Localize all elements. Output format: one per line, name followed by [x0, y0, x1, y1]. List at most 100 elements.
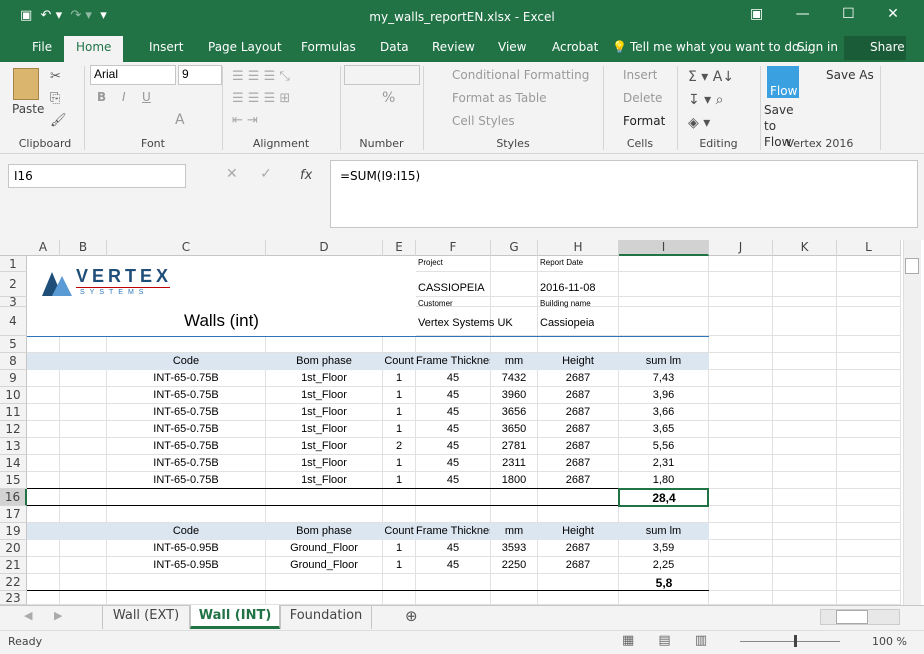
- table-cell[interactable]: INT-65-0.75B: [153, 372, 219, 384]
- ribbon-label[interactable]: %: [382, 90, 396, 106]
- selected-cell[interactable]: [618, 488, 709, 507]
- table-cell[interactable]: 2687: [565, 423, 591, 435]
- ribbon-label[interactable]: A: [175, 112, 185, 128]
- column-header[interactable]: K: [773, 240, 837, 256]
- row-header[interactable]: 19: [0, 523, 27, 540]
- ribbon-tab[interactable]: Data: [380, 40, 409, 54]
- column-header[interactable]: I: [619, 240, 709, 256]
- name-box[interactable]: [8, 164, 186, 188]
- table-cell[interactable]: INT-65-0.75B: [153, 423, 219, 435]
- table-cell[interactable]: 2,31: [652, 457, 675, 469]
- table-cell[interactable]: 2,25: [652, 559, 675, 571]
- share-text[interactable]: Share: [870, 40, 905, 54]
- column-header[interactable]: B: [60, 240, 107, 256]
- ribbon-tab[interactable]: Page Layout: [208, 40, 282, 54]
- row-header[interactable]: 15: [0, 472, 27, 489]
- ribbon-label[interactable]: Delete: [623, 91, 663, 105]
- ribbon-label[interactable]: B: [97, 90, 107, 104]
- row-header[interactable]: 1: [0, 256, 27, 272]
- ribbon-label[interactable]: U: [142, 90, 151, 104]
- row-header[interactable]: 8: [0, 353, 27, 370]
- table-cell[interactable]: INT-65-0.75B: [153, 440, 219, 452]
- ribbon-label[interactable]: I: [122, 90, 126, 104]
- table-cell[interactable]: 2687: [565, 542, 591, 554]
- ribbon-tab[interactable]: Review: [432, 40, 475, 54]
- table-cell[interactable]: 2311: [502, 457, 526, 469]
- ribbon-label[interactable]: I16: [14, 169, 33, 183]
- table-cell[interactable]: 1st_Floor: [301, 474, 347, 486]
- table-cell[interactable]: 2687: [565, 457, 591, 469]
- table-cell[interactable]: 45: [446, 423, 460, 435]
- row-header[interactable]: 13: [0, 438, 27, 455]
- table-cell[interactable]: INT-65-0.95B: [153, 559, 219, 571]
- ribbon-label[interactable]: Arial: [94, 67, 119, 81]
- table-cell[interactable]: 1800: [501, 474, 527, 486]
- table-cell[interactable]: INT-65-0.75B: [153, 389, 219, 401]
- column-header[interactable]: C: [107, 240, 266, 256]
- table-cell[interactable]: 2687: [565, 559, 591, 571]
- ribbon-tab[interactable]: Acrobat: [552, 40, 599, 54]
- column-header[interactable]: F: [416, 240, 491, 256]
- column-header[interactable]: E: [383, 240, 416, 256]
- column-header[interactable]: J: [709, 240, 773, 256]
- add-sheet[interactable]: ⊕: [405, 607, 418, 625]
- sheet-tab[interactable]: Wall (INT): [190, 605, 280, 629]
- row-header[interactable]: 21: [0, 557, 27, 574]
- row-header[interactable]: 4: [0, 307, 27, 336]
- v-thumb[interactable]: [905, 258, 919, 274]
- table-cell[interactable]: 1st_Floor: [301, 406, 347, 418]
- row-header[interactable]: 22: [0, 574, 27, 591]
- column-header[interactable]: A: [27, 240, 60, 256]
- ribbon-label[interactable]: Conditional Formatting: [452, 68, 590, 82]
- table-cell[interactable]: INT-65-0.95B: [153, 542, 219, 554]
- tell-me-text[interactable]: Tell me what you want to do...: [630, 40, 811, 54]
- table-cell[interactable]: 2687: [565, 389, 591, 401]
- ribbon-label[interactable]: Paste: [12, 102, 45, 116]
- row-header[interactable]: 20: [0, 540, 27, 557]
- table-cell[interactable]: 1: [395, 406, 403, 418]
- table-cell[interactable]: 45: [446, 559, 460, 571]
- ribbon-tab[interactable]: Insert: [149, 40, 184, 54]
- table-cell[interactable]: INT-65-0.75B: [153, 406, 219, 418]
- ribbon-tab[interactable]: Home: [64, 36, 124, 62]
- table-cell[interactable]: 3,66: [652, 406, 675, 418]
- table-cell[interactable]: INT-65-0.75B: [153, 457, 219, 469]
- table-cell[interactable]: 2687: [565, 372, 591, 384]
- row-header[interactable]: 11: [0, 404, 27, 421]
- row-header[interactable]: 23: [0, 591, 27, 605]
- table-cell[interactable]: 5,56: [652, 440, 675, 452]
- table-cell[interactable]: 3,96: [652, 389, 675, 401]
- font-box[interactable]: [90, 65, 176, 85]
- table-cell[interactable]: 45: [446, 457, 460, 469]
- sign-in[interactable]: Sign in: [797, 40, 838, 54]
- ribbon-label[interactable]: Cell Styles: [452, 114, 515, 128]
- table-cell[interactable]: 1: [395, 559, 403, 571]
- table-cell[interactable]: 3650: [501, 423, 527, 435]
- share-btn[interactable]: [844, 36, 906, 60]
- table-cell[interactable]: Ground_Floor: [290, 542, 358, 554]
- row-header[interactable]: 12: [0, 421, 27, 438]
- h-thumb[interactable]: [836, 610, 868, 624]
- ribbon-label[interactable]: =SUM(I9:I15): [340, 169, 421, 183]
- row-header[interactable]: 16: [0, 489, 27, 506]
- column-header[interactable]: H: [538, 240, 619, 256]
- table-cell[interactable]: 1: [395, 542, 403, 554]
- table-cell[interactable]: Ground_Floor: [290, 559, 358, 571]
- row-header[interactable]: 17: [0, 506, 27, 523]
- ribbon-tab[interactable]: Formulas: [301, 40, 356, 54]
- row-header[interactable]: 2: [0, 272, 27, 297]
- ribbon-label[interactable]: 9: [182, 67, 189, 81]
- row-header[interactable]: 3: [0, 297, 27, 307]
- table-cell[interactable]: 1,80: [652, 474, 675, 486]
- table-cell[interactable]: 1st_Floor: [301, 440, 347, 452]
- table-cell[interactable]: 3593: [501, 542, 527, 554]
- table-cell[interactable]: 45: [446, 474, 460, 486]
- table-cell[interactable]: 1: [395, 474, 403, 486]
- total-cell[interactable]: 5,8: [655, 576, 673, 590]
- ribbon-label[interactable]: Insert: [623, 68, 658, 82]
- size-box[interactable]: [178, 65, 222, 85]
- table-cell[interactable]: 1st_Floor: [301, 389, 347, 401]
- table-cell[interactable]: 1st_Floor: [301, 423, 347, 435]
- table-cell[interactable]: 1st_Floor: [301, 372, 347, 384]
- table-cell[interactable]: 2250: [501, 559, 527, 571]
